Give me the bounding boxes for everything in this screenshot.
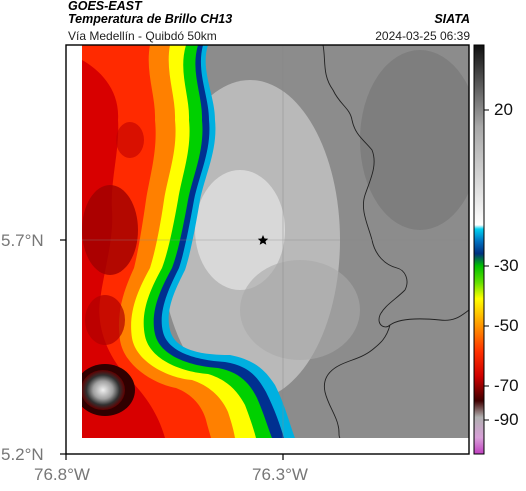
graticule [82, 45, 469, 438]
brand-label: SIATA [434, 12, 470, 26]
lon-label-76-8: 76.8°W [34, 465, 90, 484]
colorbar-label-minus70: -70 [494, 376, 519, 395]
colorbar-label-minus90: -90 [494, 410, 519, 429]
colorbar-label-minus50: -50 [494, 316, 519, 335]
map-frame [65, 44, 470, 455]
satellite-title: GOES-EAST [68, 0, 142, 13]
lat-label-5-2: 5.2°N [1, 445, 44, 464]
product-title: Temperatura de Brillo CH13 [68, 12, 233, 26]
star-icon [257, 235, 269, 245]
boundary-lines [322, 45, 469, 438]
lat-label-5-7: 5.7°N [1, 231, 44, 250]
route-subtitle: Vía Medellín - Quibdó 50km [68, 29, 217, 43]
timestamp-label: 2024-03-25 06:39 [375, 29, 470, 43]
colorbar-label-minus30: -30 [494, 256, 519, 275]
colorbar [473, 44, 485, 455]
lon-label-76-3: 76.3°W [252, 465, 308, 484]
colorbar-label-20: 20 [494, 100, 513, 119]
